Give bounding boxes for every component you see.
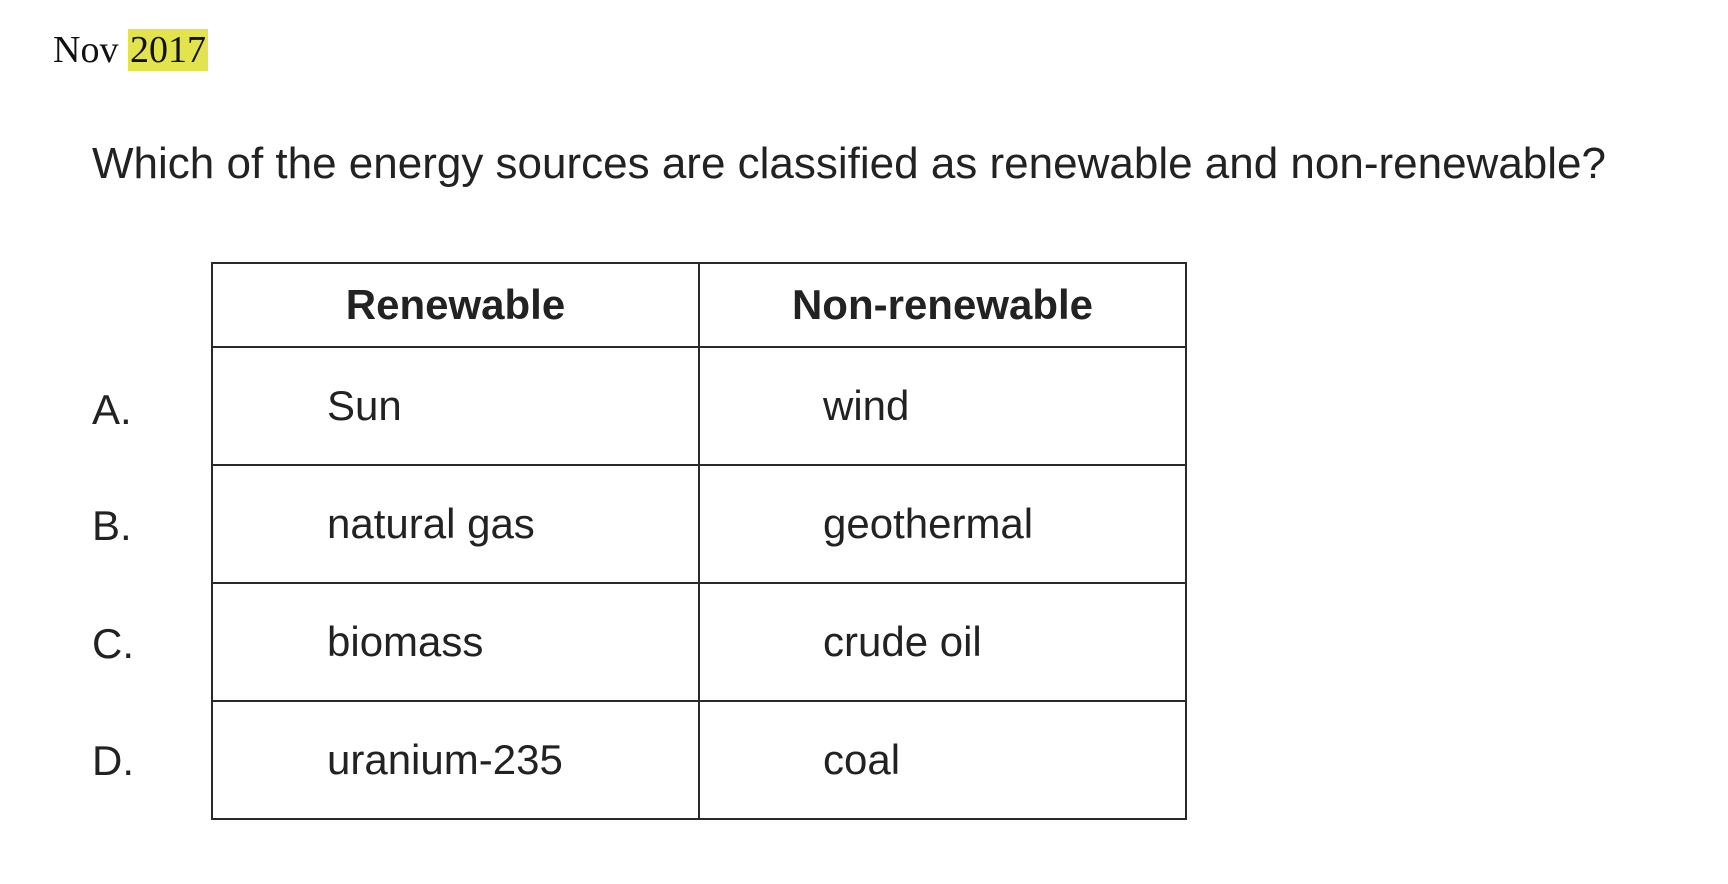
question-text: Which of the energy sources are classifi…	[92, 139, 1606, 188]
column-header-renewable: Renewable	[211, 262, 700, 348]
table-row: natural gas geothermal	[211, 464, 1187, 584]
option-letter-b: B.	[92, 502, 132, 549]
non-renewable-cell-c: crude oil	[698, 582, 1187, 702]
table-header-row: Renewable Non-renewable	[211, 262, 1187, 348]
renewable-cell-b: natural gas	[211, 464, 700, 584]
option-letter-a: A.	[92, 386, 132, 433]
table-row: uranium-235 coal	[211, 700, 1187, 820]
table-row: biomass crude oil	[211, 582, 1187, 702]
answer-options-table: Renewable Non-renewable Sun wind natural…	[211, 262, 1187, 820]
exam-year-highlight: 2017	[127, 29, 208, 71]
option-letter-d: D.	[92, 737, 134, 784]
renewable-cell-c: biomass	[211, 582, 700, 702]
exam-month: Nov	[53, 29, 119, 71]
exam-session-label: Nov 2017	[53, 29, 208, 72]
renewable-cell-d: uranium-235	[211, 700, 700, 820]
non-renewable-cell-b: geothermal	[698, 464, 1187, 584]
renewable-cell-a: Sun	[211, 346, 700, 466]
non-renewable-cell-d: coal	[698, 700, 1187, 820]
non-renewable-cell-a: wind	[698, 346, 1187, 466]
table-row: Sun wind	[211, 346, 1187, 466]
column-header-non-renewable: Non-renewable	[698, 262, 1187, 348]
option-letter-c: C.	[92, 620, 134, 667]
